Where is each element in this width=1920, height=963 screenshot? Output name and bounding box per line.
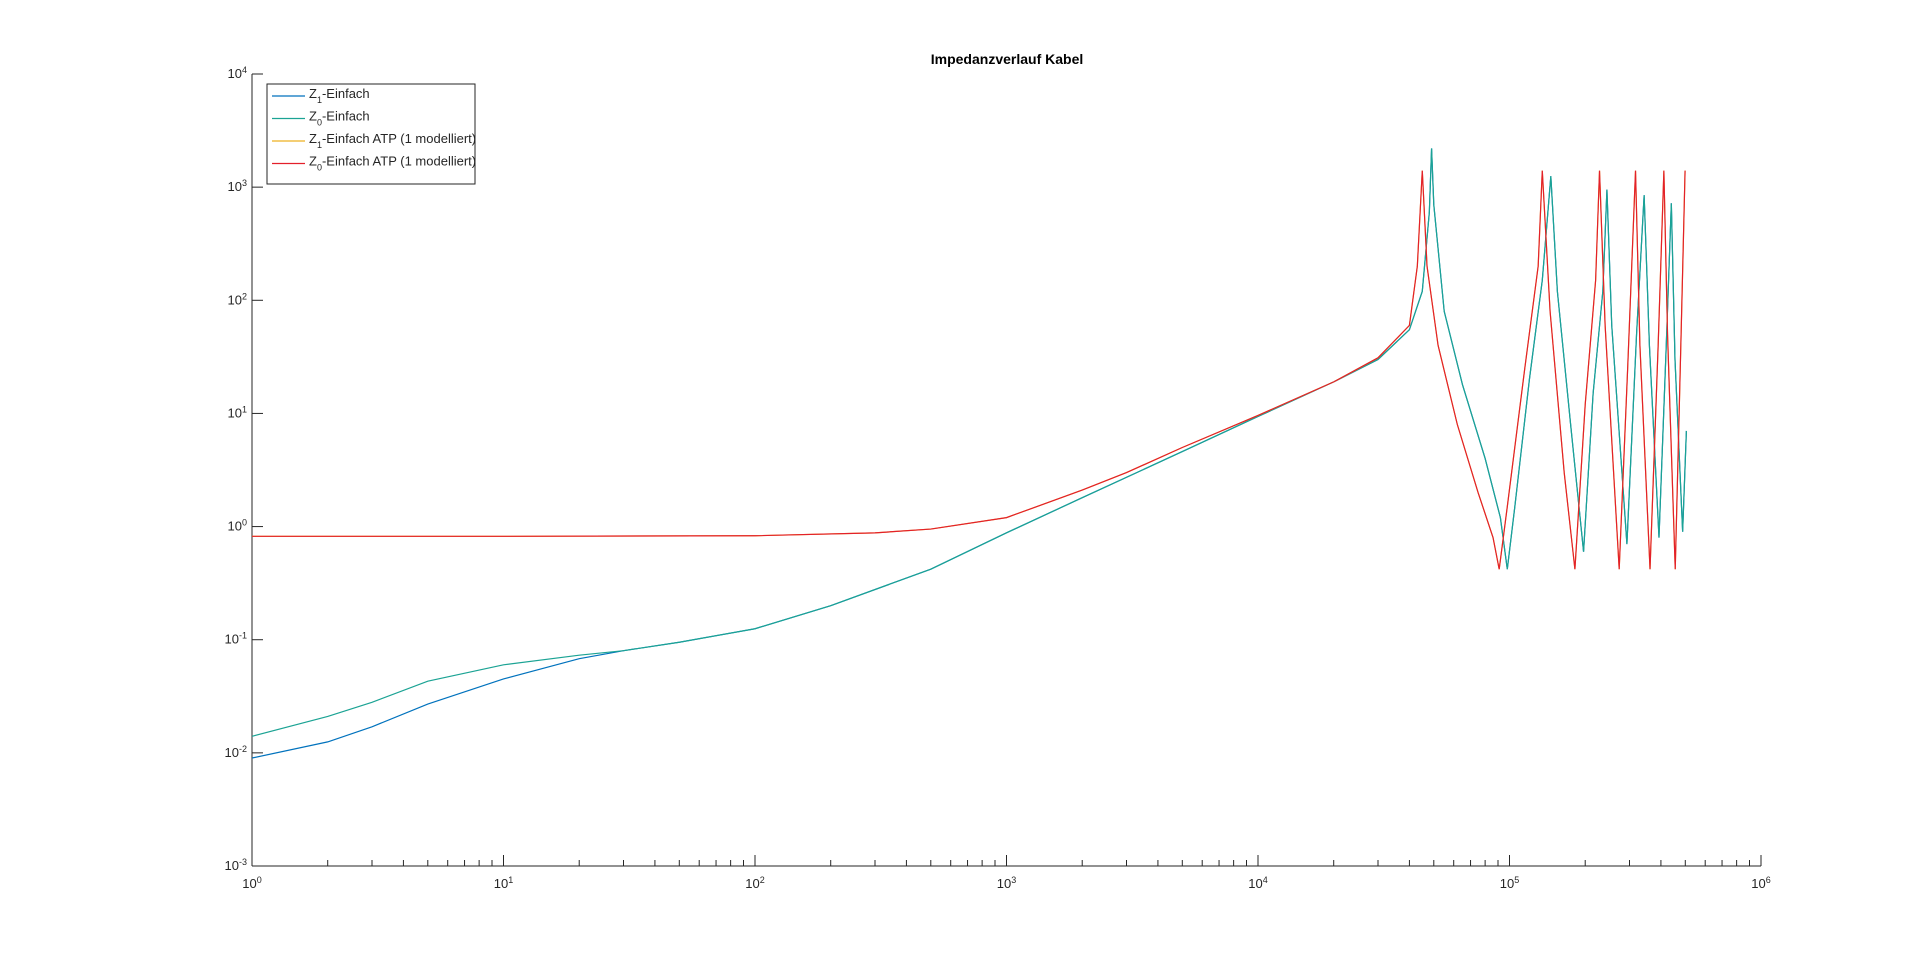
legend-label: Z0-Einfach: [309, 109, 370, 128]
y-tick-label: 10-3: [225, 857, 247, 873]
legend-label: Z1-Einfach ATP (1 modelliert): [309, 131, 476, 150]
x-tick-label: 105: [1500, 875, 1519, 891]
x-tick-label: 104: [1248, 875, 1267, 891]
legend-label: Z1-Einfach: [309, 86, 370, 105]
series-line: [252, 148, 1687, 737]
y-tick-label: 100: [228, 518, 247, 534]
y-tick-label: 101: [228, 404, 247, 420]
x-tick-label: 100: [242, 875, 261, 891]
y-tick-label: 102: [228, 291, 247, 307]
y-tick-label: 10-2: [225, 744, 247, 760]
x-tick-label: 103: [997, 875, 1016, 891]
y-tick-label: 104: [228, 65, 247, 81]
legend-box: [266, 83, 476, 185]
y-tick-label: 10-1: [225, 631, 247, 647]
x-tick-label: 106: [1751, 875, 1770, 891]
x-tick-label: 102: [745, 875, 764, 891]
x-tick-label: 101: [494, 875, 513, 891]
legend-label: Z0-Einfach ATP (1 modelliert): [309, 154, 476, 173]
series-line: [252, 170, 1686, 570]
y-tick-label: 103: [228, 178, 247, 194]
chart-title: Impedanzverlauf Kabel: [931, 51, 1084, 67]
